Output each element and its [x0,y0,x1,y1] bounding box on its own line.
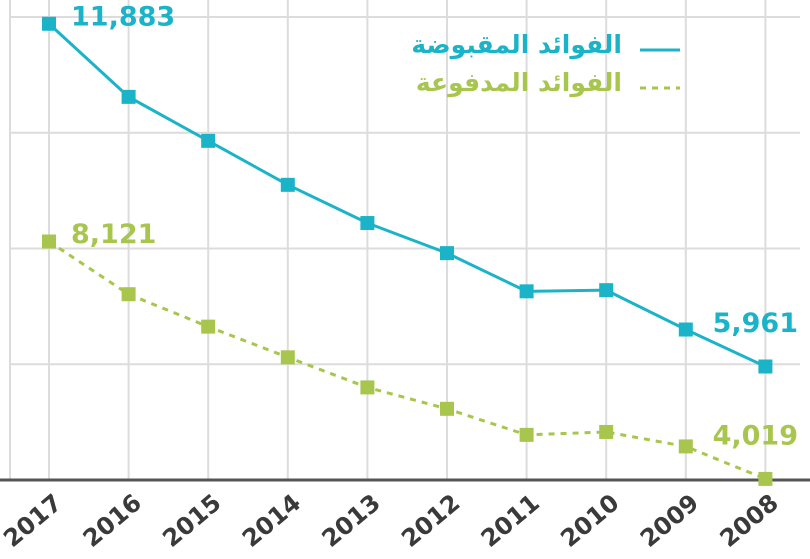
point-marker [280,177,295,192]
x-tick-label: 2010 [555,489,624,553]
x-tick-label: 2012 [396,489,465,553]
x-tick-label: 2017 [0,489,67,553]
point-marker [201,133,216,148]
x-tick-label: 2008 [715,489,784,553]
legend-label: الفوائد المدفوعة [416,68,622,98]
value-label: 5,961 [713,308,798,339]
point-marker [280,350,295,365]
point-marker [758,359,773,374]
point-marker [599,424,614,439]
point-marker [121,89,136,104]
point-marker [121,287,136,302]
value-label: 8,121 [71,219,156,250]
x-tick-label: 2009 [635,489,704,553]
point-marker [678,439,693,454]
point-marker [599,283,614,298]
point-marker [678,322,693,337]
point-marker [201,319,216,334]
x-tick-label: 2014 [237,489,306,553]
point-marker [440,401,454,416]
point-marker [42,234,56,249]
point-marker [519,427,534,442]
point-marker [360,380,375,395]
point-marker [360,216,375,231]
x-tick-label: 2011 [476,489,545,553]
x-tick-label: 2013 [317,489,386,553]
legend-label: الفوائد المقبوضة [411,30,622,60]
point-marker [519,284,534,299]
x-tick-label: 2016 [78,489,147,553]
series-line [47,22,767,368]
value-label: 11,883 [71,1,175,32]
series-line [48,240,766,481]
point-marker [440,246,454,261]
point-marker [42,16,56,31]
point-marker [758,471,773,486]
x-tick-label: 2015 [157,489,226,553]
value-label: 4,019 [713,420,798,451]
